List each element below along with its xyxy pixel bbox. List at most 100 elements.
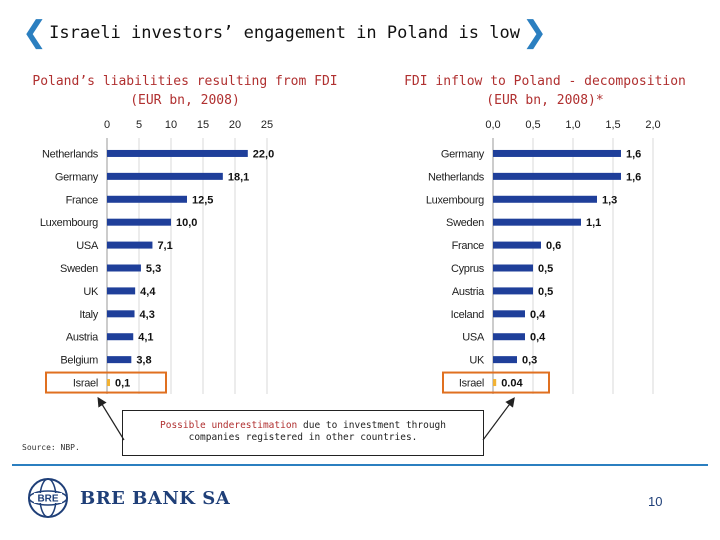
left-chart-bar [107, 172, 223, 180]
right-chart-tick-label: 2,0 [645, 119, 660, 131]
left-chart-tick-label: 0 [104, 119, 110, 131]
left-chart-tick-label: 25 [261, 119, 273, 131]
right-chart-category-label: Israel [459, 378, 484, 390]
globe-logo-icon: BRE [28, 478, 68, 518]
left-chart-value-label: 3,8 [136, 355, 151, 367]
left-chart-value-label: 10,0 [176, 217, 197, 229]
note-line2: companies registered in other countries. [188, 432, 418, 443]
left-chart-bar [107, 264, 141, 272]
left-chart-bar [107, 218, 171, 226]
right-chart-value-label: 0,4 [530, 309, 546, 321]
right-chart-tick-label: 1,5 [605, 119, 620, 131]
left-pointer-arrow [97, 396, 125, 441]
right-chart-value-label: 1,3 [602, 194, 617, 206]
left-chart-value-label: 5,3 [146, 263, 161, 275]
right-chart-category-label: UK [469, 355, 485, 367]
left-bracket-icon: ❮ [22, 15, 48, 50]
left-chart-svg: 0 5 10 15 20 25 Netherlands 22,0 Germany 18,1 Fran… [40, 119, 274, 394]
left-chart-category-label: USA [76, 240, 99, 252]
left-chart-highlight-box [45, 371, 167, 394]
right-chart-category-label: USA [462, 332, 485, 344]
right-chart-bar [493, 195, 597, 203]
left-chart-category-label: Germany [55, 171, 99, 183]
right-chart-bar [493, 149, 621, 157]
left-chart-category-label: UK [83, 286, 99, 298]
footer-rule [12, 464, 708, 466]
right-chart-category-label: France [452, 240, 485, 252]
source-note: Source: NBP. [22, 443, 80, 452]
left-chart-value-label: 4,4 [140, 286, 156, 298]
left-chart-category-label: Netherlands [42, 148, 99, 160]
right-chart-title-line1: FDI inflow to Poland - decomposition [404, 74, 686, 89]
right-chart-bar [493, 218, 581, 226]
left-chart-title-line1: Poland’s liabilities resulting from FDI [32, 74, 338, 89]
left-chart-tick-label: 10 [165, 119, 177, 131]
left-chart-tick-label: 15 [197, 119, 209, 131]
right-chart-bar [493, 287, 533, 295]
right-chart-value-label: 0,5 [538, 263, 553, 275]
right-chart-value-label: 0,5 [538, 286, 553, 298]
note-text: Possible underestimation due to investme… [123, 420, 483, 444]
left-chart-value-label: 7,1 [157, 240, 172, 252]
left-chart-category-label: Italy [79, 309, 98, 321]
right-chart-bar [493, 264, 533, 272]
left-chart-value-label: 4,3 [140, 309, 155, 321]
right-chart-tick-label: 0,5 [525, 119, 540, 131]
right-chart-category-label: Iceland [451, 309, 485, 321]
left-chart-category-label: Israel [73, 378, 98, 390]
right-chart-category-label: Luxembourg [426, 194, 484, 206]
right-pointer-arrow [482, 397, 515, 441]
note-highlight: Possible underestimation [160, 420, 298, 431]
left-chart-tick-label: 20 [229, 119, 241, 131]
left-chart-value-label: 0,1 [115, 378, 130, 390]
right-chart-svg: 0,0 0,5 1,0 1,5 2,0 Germany 1,6 Netherlands 1,6 L… [426, 119, 661, 394]
right-chart-tick-label: 0,0 [485, 119, 500, 131]
right-chart-bar [493, 333, 525, 341]
right-chart-category-label: Germany [441, 148, 485, 160]
right-chart-value-label: 1,6 [626, 148, 641, 160]
left-chart-category-label: France [66, 194, 99, 206]
right-chart-category-label: Netherlands [428, 171, 485, 183]
right-chart-bar [493, 310, 525, 318]
right-chart-value-label: 1,1 [586, 217, 601, 229]
right-chart-value-label: 0,6 [546, 240, 561, 252]
left-chart-bar [107, 333, 134, 341]
right-chart-value-label: 0,4 [530, 332, 546, 344]
right-chart-title-line2: (EUR bn, 2008)* [486, 93, 604, 108]
left-chart-bar [107, 356, 132, 364]
slide-title-text: Israeli investors’ engagement in Poland … [49, 23, 520, 43]
left-chart-bar [107, 379, 110, 387]
left-chart-value-label: 18,1 [228, 171, 249, 183]
left-chart-title: Poland’s liabilities resulting from FDI … [20, 72, 350, 110]
right-chart-bar [493, 379, 497, 387]
right-bracket-icon: ❯ [521, 15, 548, 50]
svg-text:BRE: BRE [37, 494, 58, 505]
right-chart-value-label: 0,3 [522, 355, 537, 367]
right-chart-category-label: Sweden [446, 217, 484, 229]
left-bar-chart: 0 5 10 15 20 25 Netherlands 22,0 Germany 18,1 Fran… [10, 110, 300, 400]
left-chart-value-label: 12,5 [192, 194, 213, 206]
right-chart-title: FDI inflow to Poland - decomposition (EU… [390, 72, 700, 110]
right-chart-value-label: 1,6 [626, 171, 641, 183]
right-chart-category-label: Cyprus [451, 263, 485, 275]
right-bar-chart: 0,0 0,5 1,0 1,5 2,0 Germany 1,6 Netherlands 1,6 L… [395, 110, 700, 400]
left-chart-bar [107, 310, 135, 318]
left-chart-bar [107, 195, 187, 203]
note-line1: due to investment through [297, 420, 446, 431]
company-name: BRE BANK SA [80, 487, 231, 509]
left-chart-category-label: Belgium [60, 355, 98, 367]
left-chart-tick-label: 5 [136, 119, 142, 131]
left-chart-value-label: 4,1 [138, 332, 153, 344]
right-chart-value-label: 0.04 [501, 378, 523, 390]
left-chart-bar [107, 241, 153, 249]
slide-title: ❮ Israeli investors’ engagement in Polan… [22, 18, 547, 48]
left-chart-category-label: Sweden [60, 263, 98, 275]
bank-logo: BRE BRE BANK SA [26, 476, 230, 520]
left-chart-category-label: Austria [66, 332, 99, 344]
right-chart-highlight-box [442, 371, 550, 394]
right-chart-bar [493, 241, 541, 249]
right-chart-bar [493, 356, 517, 364]
left-chart-category-label: Luxembourg [40, 217, 98, 229]
right-chart-tick-label: 1,0 [565, 119, 580, 131]
right-chart-category-label: Austria [452, 286, 485, 298]
